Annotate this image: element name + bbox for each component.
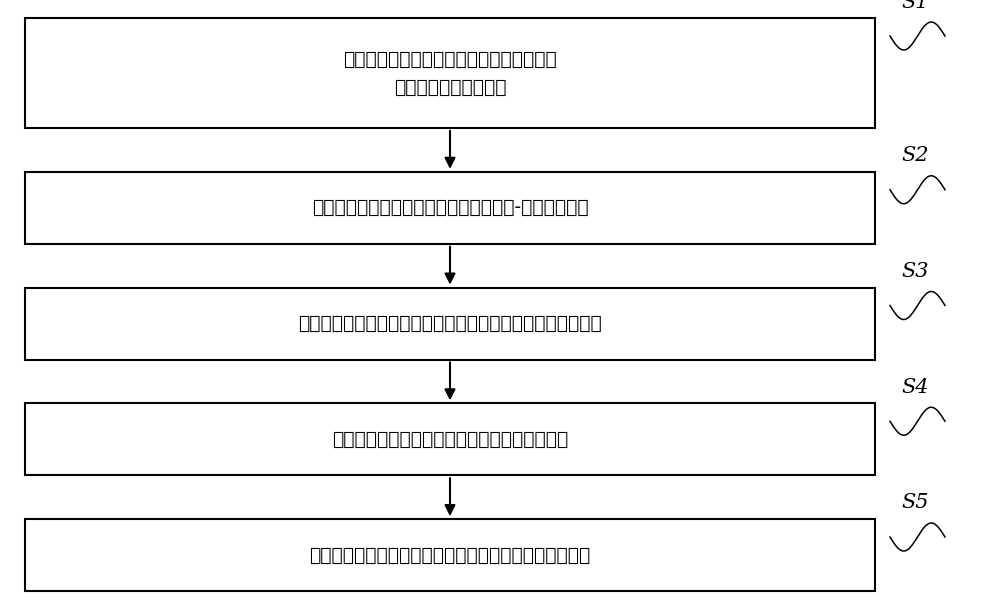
Text: 获取功率半导体器件结温、壳温并绘制结-壳热阻抗曲线: 获取功率半导体器件结温、壳温并绘制结-壳热阻抗曲线	[312, 198, 588, 217]
Bar	[25, 171, 875, 244]
Bar	[25, 287, 875, 359]
Text: S4: S4	[901, 378, 929, 397]
Bar	[25, 403, 875, 475]
Text: 与健康状态下的特征频率对比得到特征频率反应老化规律: 与健康状态下的特征频率对比得到特征频率反应老化规律	[309, 545, 591, 565]
Text: 设置空洞模拟不同老化状态并提取相应特征频率: 设置空洞模拟不同老化状态并提取相应特征频率	[332, 430, 568, 449]
Text: 对功率半导体器件的几何模型进行网格剖分
并施加热损耗进行仿真: 对功率半导体器件的几何模型进行网格剖分 并施加热损耗进行仿真	[343, 50, 557, 96]
Text: 根据频域热阻抗曲线对其求二阶导获得健康状态下的特征频率: 根据频域热阻抗曲线对其求二阶导获得健康状态下的特征频率	[298, 314, 602, 333]
Text: S3: S3	[901, 262, 929, 281]
Text: S2: S2	[901, 146, 929, 165]
Bar	[25, 18, 875, 128]
Bar	[25, 519, 875, 591]
Text: S1: S1	[901, 0, 929, 12]
Text: S5: S5	[901, 493, 929, 513]
